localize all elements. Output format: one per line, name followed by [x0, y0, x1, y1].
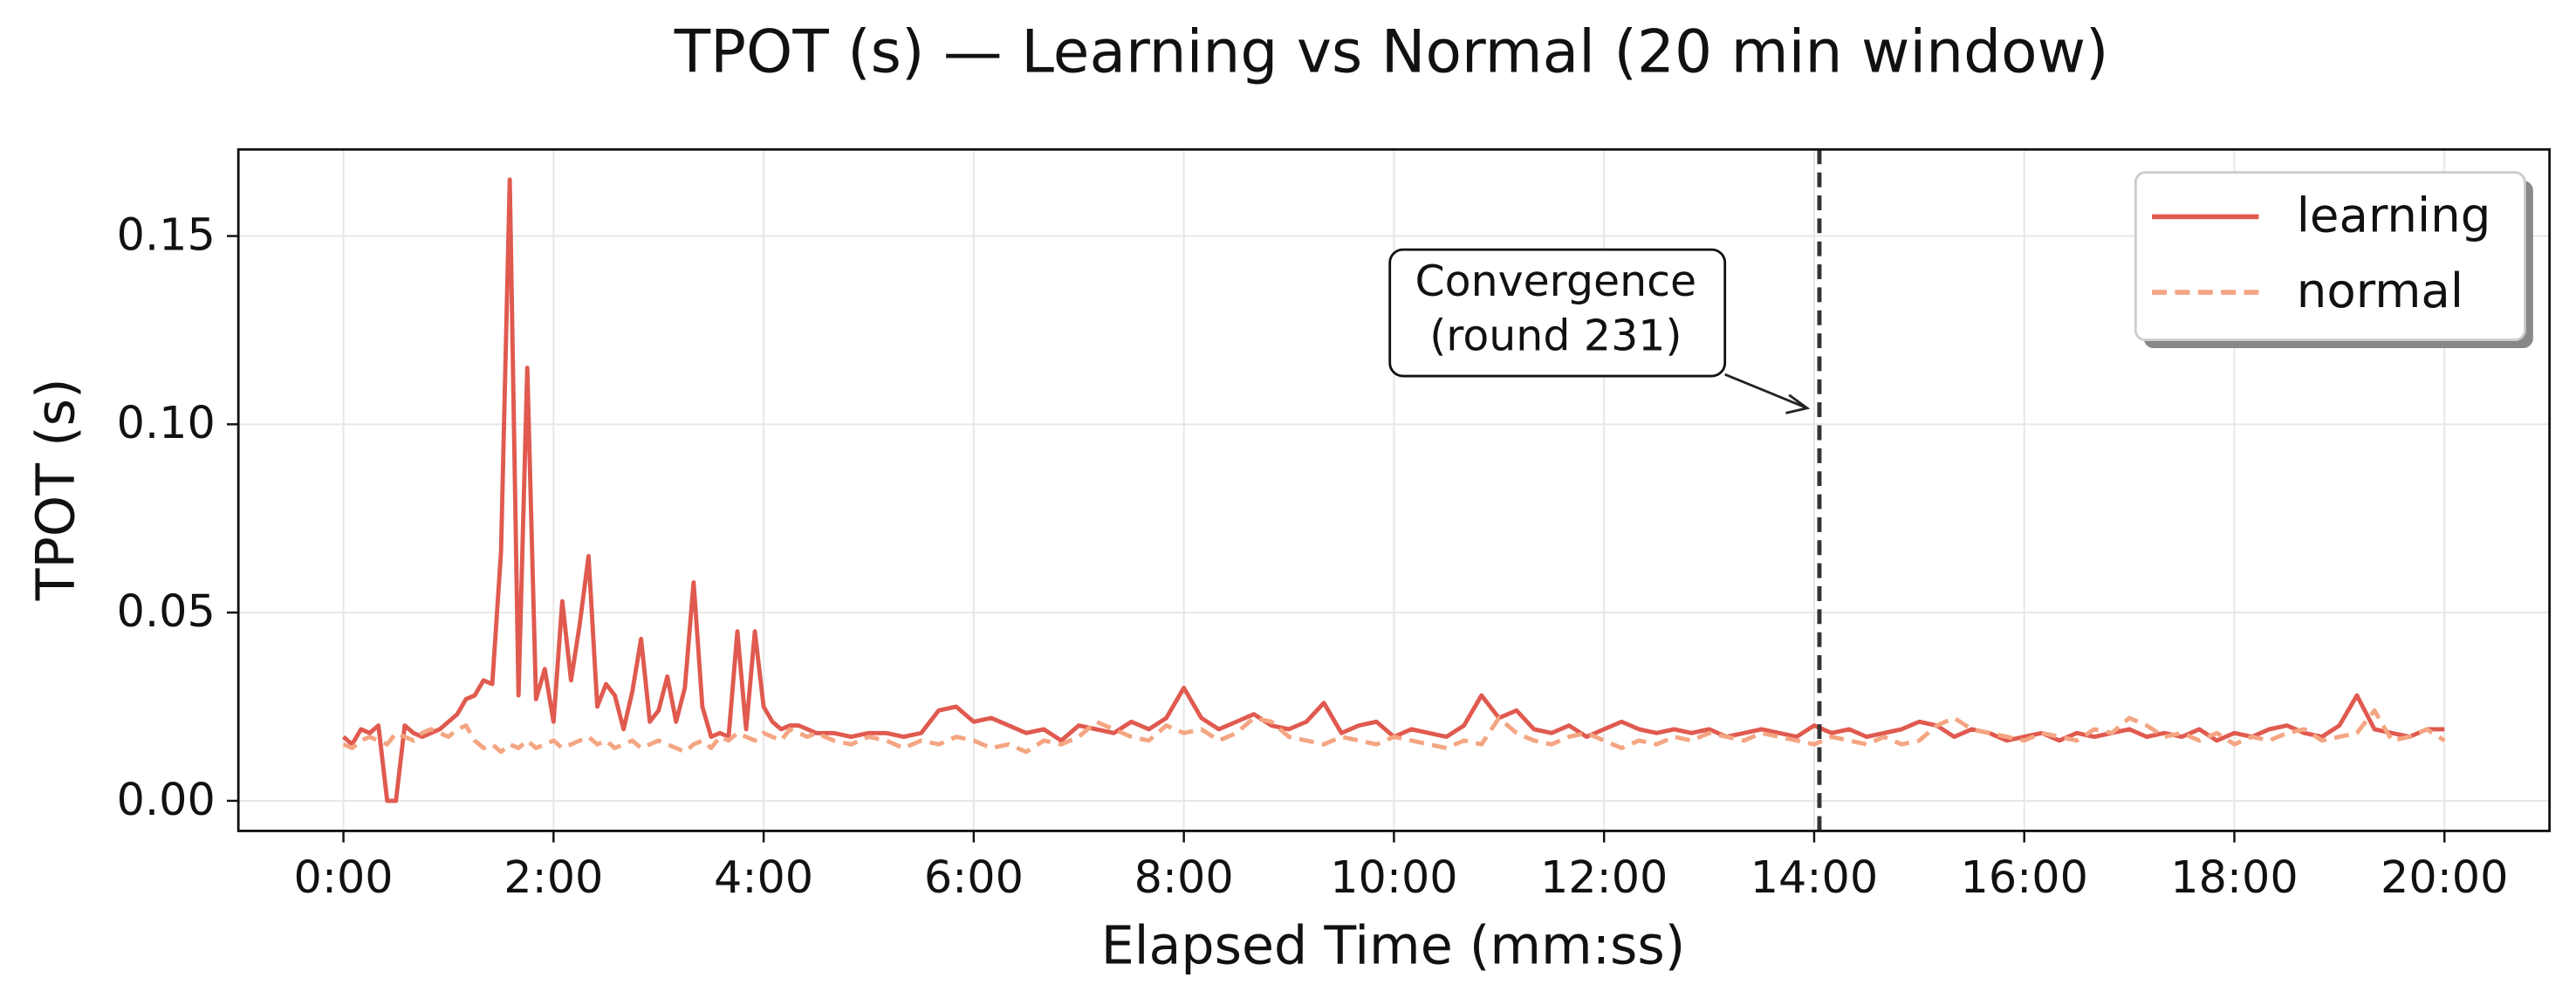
y-tick-label: 0.05: [117, 585, 216, 637]
x-tick-label: 0:00: [294, 851, 394, 903]
x-tick-label: 2:00: [504, 851, 603, 903]
y-tick-label: 0.00: [117, 774, 216, 825]
x-tick-label: 14:00: [1750, 851, 1878, 903]
x-tick-label: 8:00: [1134, 851, 1234, 903]
x-tick-label: 6:00: [924, 851, 1024, 903]
x-tick-label: 4:00: [714, 851, 813, 903]
annotation-text: Convergence: [1415, 256, 1696, 306]
plot-frame: [236, 147, 2552, 832]
y-tick-label: 0.15: [117, 209, 216, 260]
y-axis-label: TPOT (s): [26, 379, 87, 602]
legend-label: learning: [2297, 187, 2491, 243]
data-line: [342, 708, 2446, 755]
x-tick-label: 12:00: [1540, 851, 1668, 903]
annotation-text: (round 231): [1429, 311, 1682, 360]
annotation-arrow: [1724, 373, 1811, 414]
x-tick-label: 20:00: [2381, 851, 2508, 903]
annotation-box: [1388, 248, 1727, 378]
x-tick-label: 16:00: [1961, 851, 2088, 903]
y-tick-label: 0.10: [117, 397, 216, 448]
x-tick-label: 10:00: [1330, 851, 1457, 903]
data-line: [341, 177, 2445, 803]
legend-label: normal: [2297, 263, 2463, 318]
x-axis-label: Elapsed Time (mm:ss): [1101, 916, 1686, 977]
x-tick-label: 18:00: [2170, 851, 2298, 903]
chart-title: TPOT (s) — Learning vs Normal (20 min wi…: [674, 17, 2109, 86]
